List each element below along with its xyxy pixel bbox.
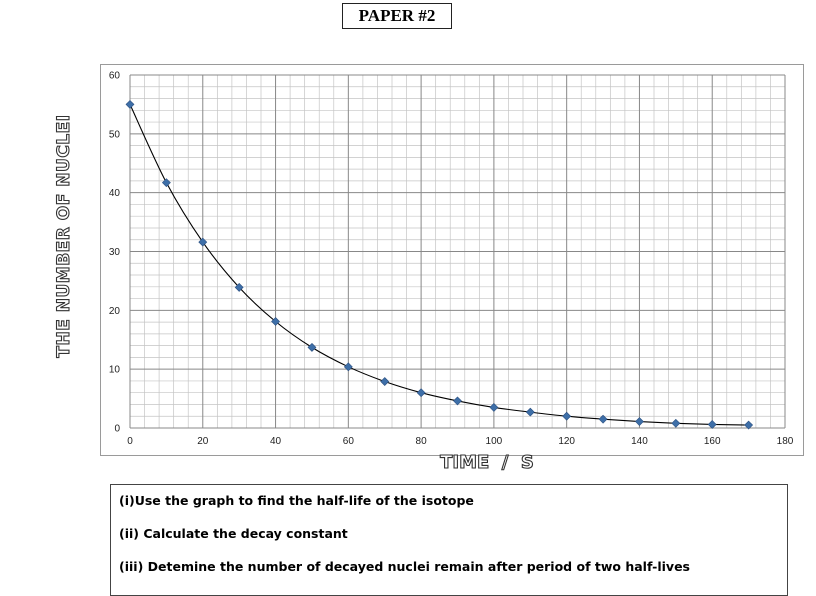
y-tick-label: 30	[109, 247, 121, 258]
paper-title: PAPER #2	[342, 3, 452, 29]
fit-curve	[129, 104, 749, 426]
data-point	[234, 282, 244, 292]
x-tick-label: 40	[270, 436, 282, 447]
decay-chart: 0 20 40 60 80 100 120 140 160 180 0 10 20 30 40 50 60	[109, 71, 794, 448]
y-tick-label: 50	[109, 129, 121, 140]
data-point	[707, 420, 717, 429]
data-point	[161, 178, 171, 188]
x-tick-label: 160	[704, 436, 721, 447]
data-point	[307, 342, 317, 352]
data-point	[343, 362, 353, 372]
x-tick-label: 180	[777, 436, 794, 447]
x-tick-label: 20	[197, 436, 209, 447]
x-axis-label: TIME / S	[440, 451, 535, 473]
data-point	[598, 414, 608, 424]
data-point	[635, 417, 644, 426]
y-tick-label: 40	[109, 188, 121, 199]
question-1: (i)Use the graph to find the half-life o…	[119, 493, 474, 508]
y-tick-label: 0	[114, 424, 120, 435]
data-point	[562, 411, 572, 421]
x-tick-label: 100	[486, 436, 503, 447]
questions-box: (i)Use the graph to find the half-life o…	[110, 484, 788, 596]
data-point	[380, 377, 390, 386]
x-tick-label: 80	[416, 436, 428, 447]
y-tick-label: 10	[109, 365, 121, 376]
question-2: (ii) Calculate the decay constant	[119, 526, 348, 541]
data-point	[453, 396, 462, 406]
data-point	[125, 99, 135, 109]
data-point	[489, 402, 499, 412]
x-tick-label: 120	[558, 436, 575, 447]
x-tick-label: 60	[343, 436, 355, 447]
y-tick-label: 60	[109, 71, 121, 82]
data-point	[416, 388, 426, 398]
y-tick-label: 20	[109, 306, 121, 317]
data-point	[271, 317, 280, 326]
data-point	[744, 420, 754, 430]
x-tick-label: 0	[127, 436, 133, 447]
y-axis-label: THE NUMBER OF NUCLEI	[53, 114, 74, 358]
data-point	[198, 237, 208, 247]
data-point	[525, 407, 535, 417]
data-point	[671, 418, 681, 428]
question-3: (iii) Detemine the number of decayed nuc…	[119, 559, 690, 574]
x-tick-label: 140	[631, 436, 648, 447]
